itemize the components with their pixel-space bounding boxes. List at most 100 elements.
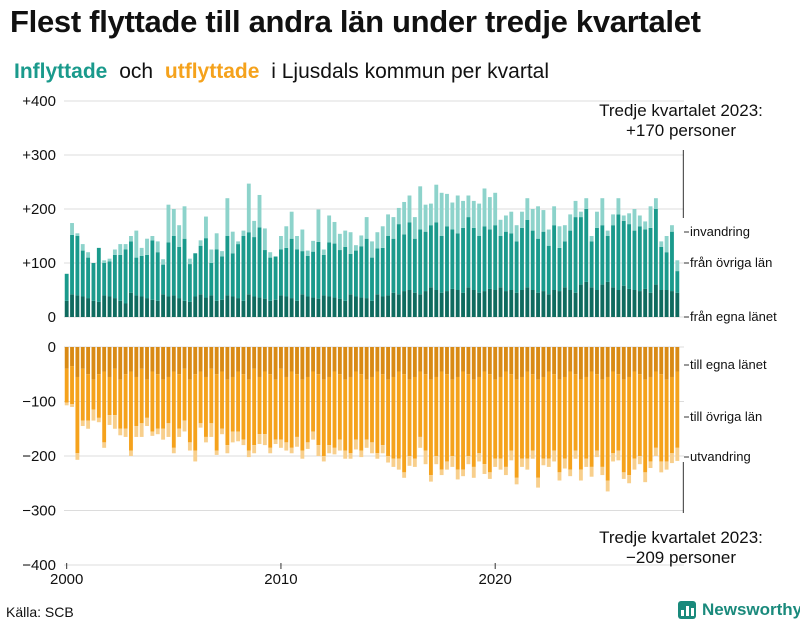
bar-out-segment xyxy=(102,347,107,372)
bar-in-segment xyxy=(129,236,133,242)
bar-in-segment xyxy=(616,198,621,215)
bar-in-segment xyxy=(112,254,117,299)
bar-out-segment xyxy=(150,347,155,372)
bar-in-segment xyxy=(600,225,605,285)
bar-out-segment xyxy=(439,347,444,372)
bar-out-segment xyxy=(198,423,203,428)
bar-in-segment xyxy=(445,226,449,292)
bar-out-segment xyxy=(359,450,364,458)
bar-out-segment xyxy=(155,347,160,375)
bar-in-segment xyxy=(525,198,530,220)
bar-in-segment xyxy=(428,287,433,317)
bar-out-segment xyxy=(193,374,198,451)
bar-in-segment xyxy=(530,230,535,290)
bar-out-segment xyxy=(514,379,519,478)
bar-in-segment xyxy=(375,248,380,295)
bar-out-segment xyxy=(621,347,626,380)
bar-out-segment xyxy=(487,472,492,479)
bar-out-segment xyxy=(246,450,251,458)
bar-out-segment xyxy=(493,347,498,380)
bar-in-segment xyxy=(402,291,407,317)
bar-in-segment xyxy=(493,225,498,290)
bar-out-segment xyxy=(600,379,605,467)
bar-out-segment xyxy=(632,347,637,372)
bar-out-segment xyxy=(653,371,658,448)
bar-in-segment xyxy=(380,226,385,248)
bar-in-segment xyxy=(536,238,540,293)
annotation-bottom-line2: −209 personer xyxy=(626,548,736,567)
bar-out-segment xyxy=(150,431,155,436)
bar-in-segment xyxy=(246,183,251,233)
bar-out-segment xyxy=(343,347,348,380)
bar-in-segment xyxy=(327,296,332,317)
bar-out-segment xyxy=(557,347,562,380)
bar-in-segment xyxy=(637,226,642,292)
bar-out-segment xyxy=(354,371,358,440)
bar-in-segment xyxy=(573,200,578,218)
bar-in-segment xyxy=(471,290,476,317)
bar-in-segment xyxy=(236,244,241,299)
bar-in-segment xyxy=(177,298,182,317)
bar-in-segment xyxy=(182,238,187,301)
bar-in-segment xyxy=(257,194,262,228)
bar-out-segment xyxy=(225,445,230,454)
bar-in-segment xyxy=(268,300,273,317)
bar-out-segment xyxy=(375,371,380,454)
bar-in-segment xyxy=(428,203,433,226)
bar-out-segment xyxy=(455,347,460,377)
bar-in-segment xyxy=(193,296,198,317)
bar-in-segment xyxy=(348,294,353,317)
bar-out-segment xyxy=(230,376,235,432)
bar-in-segment xyxy=(348,232,353,254)
bar-out-segment xyxy=(262,347,267,372)
bar-out-segment xyxy=(262,371,267,435)
bar-out-segment xyxy=(568,347,573,372)
bar-in-segment xyxy=(220,256,224,300)
bar-in-segment xyxy=(236,241,241,245)
bar-out-segment xyxy=(166,347,171,377)
bar-out-segment xyxy=(595,450,599,458)
bar-in-segment xyxy=(354,245,358,251)
bar-in-segment xyxy=(182,300,187,317)
bar-in-segment xyxy=(487,288,492,317)
bar-in-segment xyxy=(177,225,182,247)
bar-in-segment xyxy=(493,290,498,317)
bar-in-segment xyxy=(584,198,589,209)
bar-out-segment xyxy=(86,347,91,375)
bar-out-segment xyxy=(659,374,664,462)
bar-out-segment xyxy=(129,450,133,456)
bar-in-segment xyxy=(359,246,364,298)
bar-out-segment xyxy=(236,347,241,372)
bar-out-segment xyxy=(375,347,380,372)
bar-in-segment xyxy=(423,204,428,232)
bar-out-segment xyxy=(134,347,139,377)
bar-in-segment xyxy=(546,294,551,317)
bar-in-segment xyxy=(182,206,187,239)
bar-out-segment xyxy=(289,447,294,454)
bar-out-segment xyxy=(616,374,621,451)
bar-out-segment xyxy=(477,376,482,454)
bar-in-segment xyxy=(412,292,417,317)
bar-in-segment xyxy=(391,238,396,293)
bar-out-segment xyxy=(112,368,117,416)
series-label-utvandring: utvandring xyxy=(690,449,751,464)
bar-in-segment xyxy=(675,260,680,272)
bar-in-segment xyxy=(166,242,171,297)
bar-in-segment xyxy=(402,201,407,235)
bar-in-segment xyxy=(428,225,433,288)
bar-out-segment xyxy=(536,347,540,380)
bar-out-segment xyxy=(364,379,369,440)
x-tick-label: 2000 xyxy=(50,571,83,588)
bar-in-segment xyxy=(305,250,310,256)
bar-out-segment xyxy=(295,436,299,447)
bar-out-segment xyxy=(91,409,96,421)
bar-in-segment xyxy=(257,297,262,317)
bar-in-segment xyxy=(370,241,374,258)
bar-out-segment xyxy=(332,347,337,372)
bar-out-segment xyxy=(482,464,487,474)
bar-out-segment xyxy=(102,442,107,448)
bar-in-segment xyxy=(546,245,551,295)
bar-in-segment xyxy=(241,300,246,317)
bar-out-segment xyxy=(107,415,112,425)
